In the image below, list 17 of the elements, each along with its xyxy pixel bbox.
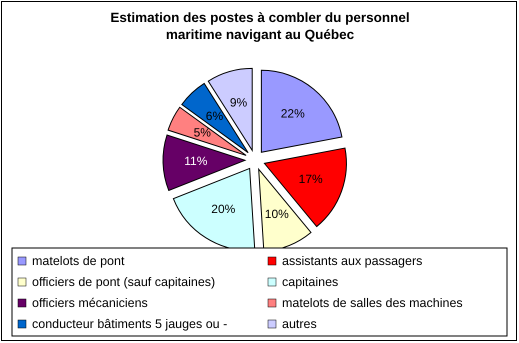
legend-label: conducteur bâtiments 5 jauges ou - [32,317,228,331]
data-label: 10% [264,207,290,222]
legend-label: matelots de salles des machines [282,296,463,310]
data-label: 9% [230,95,248,110]
data-label: 5% [194,125,212,140]
legend-label: officiers mécaniciens [32,296,148,310]
legend-label: autres [282,317,317,331]
data-label: 20% [211,202,236,216]
data-label: 22% [280,106,306,121]
data-label: 11% [184,154,208,168]
legend-label: matelots de pont [32,254,125,268]
legend-label: capitaines [282,275,338,289]
chart-title: Estimation des postes à combler du personnel maritime navigant au Québec [110,10,410,42]
data-label: 17% [298,172,324,186]
data-label: 6% [206,109,224,124]
legend-label: assistants aux passagers [282,254,422,268]
legend-label: officiers de pont (sauf capitaines) [32,275,216,289]
